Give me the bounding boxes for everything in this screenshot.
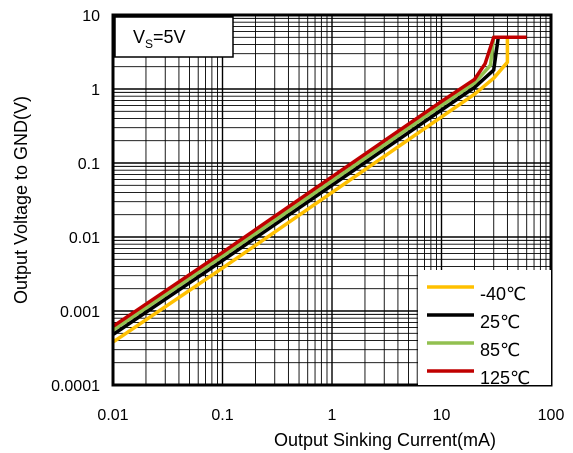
- annotation-sub: S: [145, 37, 153, 51]
- y-axis-label: Output Voltage to GND(V): [11, 96, 31, 304]
- series-line: [112, 35, 527, 328]
- y-tick-label: 0.1: [78, 156, 100, 173]
- x-axis-label: Output Sinking Current(mA): [274, 430, 496, 450]
- series-line: [112, 37, 510, 344]
- legend: -40℃ 25℃ 85℃ 125℃: [418, 270, 551, 388]
- x-tick-label: 1: [328, 407, 337, 424]
- supply-voltage-annotation: VS=5V: [114, 16, 234, 58]
- annotation-rest: =5V: [153, 27, 186, 47]
- x-tick-label: 0.01: [97, 407, 128, 424]
- x-tick-label: 0.1: [211, 407, 233, 424]
- legend-label: -40℃: [480, 284, 526, 304]
- tick-labels: 0.01 0.1 1 10 100 10 1 0.1 0.01 0.001 0.0001: [51, 8, 564, 424]
- y-tick-label: 10: [82, 8, 100, 25]
- y-tick-label: 0.001: [60, 304, 100, 321]
- y-tick-label: 0.01: [69, 230, 100, 247]
- plot-frame: [111, 13, 553, 387]
- legend-box: [418, 270, 551, 385]
- legend-label: 125℃: [480, 368, 530, 388]
- x-tick-label: 100: [538, 407, 565, 424]
- y-tick-label: 0.0001: [51, 378, 100, 395]
- series-line: [112, 35, 513, 337]
- legend-label: 25℃: [480, 312, 520, 332]
- svg-text:VS=5V: VS=5V: [133, 27, 186, 51]
- x-tick-label: 10: [433, 407, 451, 424]
- annotation-main: V: [133, 27, 145, 47]
- y-tick-label: 1: [91, 82, 100, 99]
- legend-label: 85℃: [480, 340, 520, 360]
- series-lines: [112, 35, 527, 344]
